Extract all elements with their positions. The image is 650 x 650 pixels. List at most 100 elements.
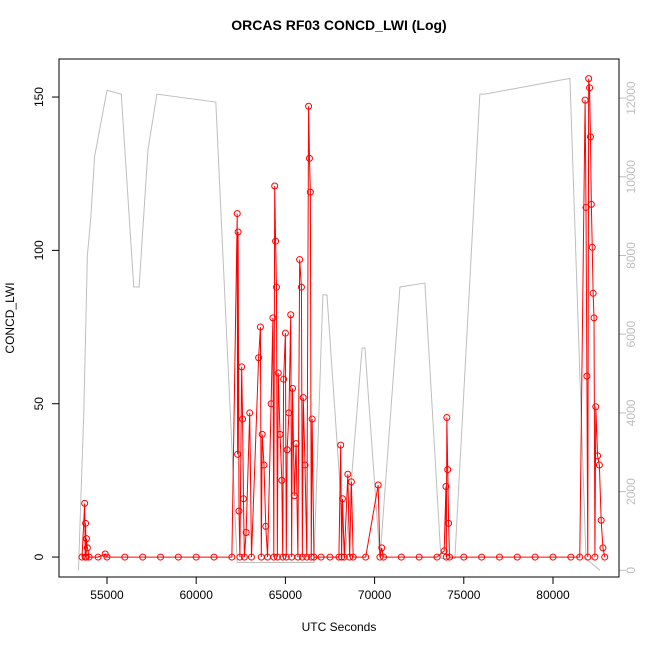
data-point (397, 553, 405, 561)
data-point (376, 553, 384, 561)
data-point (433, 553, 441, 561)
data-point (301, 461, 309, 469)
data-point (446, 553, 454, 561)
data-point (549, 553, 557, 561)
x-tick-label: 80000 (536, 588, 570, 602)
data-point (276, 430, 284, 438)
data-point (255, 354, 263, 362)
x-tick-label: 65000 (269, 588, 303, 602)
y2-tick-label: 6000 (624, 321, 638, 348)
data-point (582, 203, 590, 211)
data-point (597, 516, 605, 524)
data-point (340, 553, 348, 561)
data-point (83, 544, 91, 552)
data-point (228, 553, 236, 561)
data-point (581, 96, 589, 104)
data-point (567, 553, 575, 561)
data-point (258, 430, 266, 438)
data-point (338, 495, 346, 503)
data-point (362, 553, 370, 561)
data-point (347, 478, 355, 486)
data-point (588, 243, 596, 251)
data-point (335, 553, 343, 561)
data-point (246, 409, 254, 417)
data-point (599, 544, 607, 552)
data-point (307, 553, 315, 561)
y2-tick-label: 10000 (624, 160, 638, 194)
data-point (594, 452, 602, 460)
data-point (531, 553, 539, 561)
data-point (294, 553, 302, 561)
data-point (239, 415, 247, 423)
data-point (298, 553, 306, 561)
data-point (305, 102, 313, 110)
data-point (272, 283, 280, 291)
plot-frame (58, 58, 620, 578)
data-point (297, 283, 305, 291)
x-tick-label: 55000 (90, 588, 124, 602)
data-point (415, 553, 423, 561)
data-point (269, 314, 277, 322)
data-point (585, 75, 593, 83)
x-tick-label: 75000 (447, 588, 481, 602)
data-point (82, 553, 90, 561)
data-point (82, 535, 90, 543)
data-point (592, 403, 600, 411)
data-point (280, 375, 288, 383)
data-point (282, 553, 290, 561)
data-point (103, 553, 111, 561)
y2-tick-label: 0 (624, 567, 638, 574)
data-point (576, 553, 584, 561)
data-point (292, 440, 300, 448)
x-axis-label: UTC Seconds (302, 620, 377, 634)
data-point (595, 461, 603, 469)
data-point (247, 553, 255, 561)
data-point (440, 547, 448, 555)
data-point (234, 450, 242, 458)
data-point (139, 553, 147, 561)
data-point (82, 519, 90, 527)
data-point (240, 553, 248, 561)
y-tick-label: 100 (32, 240, 46, 260)
data-point (303, 553, 311, 561)
data-point (279, 553, 287, 561)
data-point (442, 483, 450, 491)
data-point (378, 544, 386, 552)
data-point (349, 553, 357, 561)
data-point (601, 553, 609, 561)
data-point (289, 384, 297, 392)
data-point (584, 553, 592, 561)
y-tick-label: 0 (32, 553, 46, 560)
data-point (94, 553, 102, 561)
y-axis-label: CONCD_LWI (3, 282, 17, 353)
data-point (270, 553, 278, 561)
data-point (444, 466, 452, 474)
series-line (81, 78, 606, 558)
data-point (460, 553, 468, 561)
data-point (238, 363, 246, 371)
data-point (256, 323, 264, 331)
data-point (442, 553, 450, 561)
data-point (283, 446, 291, 454)
data-point (271, 182, 279, 190)
data-point (192, 553, 200, 561)
data-point (344, 470, 352, 478)
y2-tick-label: 12000 (624, 81, 638, 115)
data-point (85, 553, 93, 561)
data-point (174, 553, 182, 561)
data-point (81, 499, 89, 507)
data-point (380, 553, 388, 561)
data-point (338, 553, 346, 561)
data-point (233, 210, 241, 218)
data-point (337, 441, 345, 449)
data-point (478, 553, 486, 561)
data-point (326, 553, 334, 561)
data-point (281, 329, 289, 337)
data-point (308, 415, 316, 423)
data-point (591, 553, 599, 561)
data-point (445, 519, 453, 527)
data-point (586, 84, 594, 92)
x-tick-label: 70000 (358, 588, 392, 602)
data-point (234, 228, 242, 236)
